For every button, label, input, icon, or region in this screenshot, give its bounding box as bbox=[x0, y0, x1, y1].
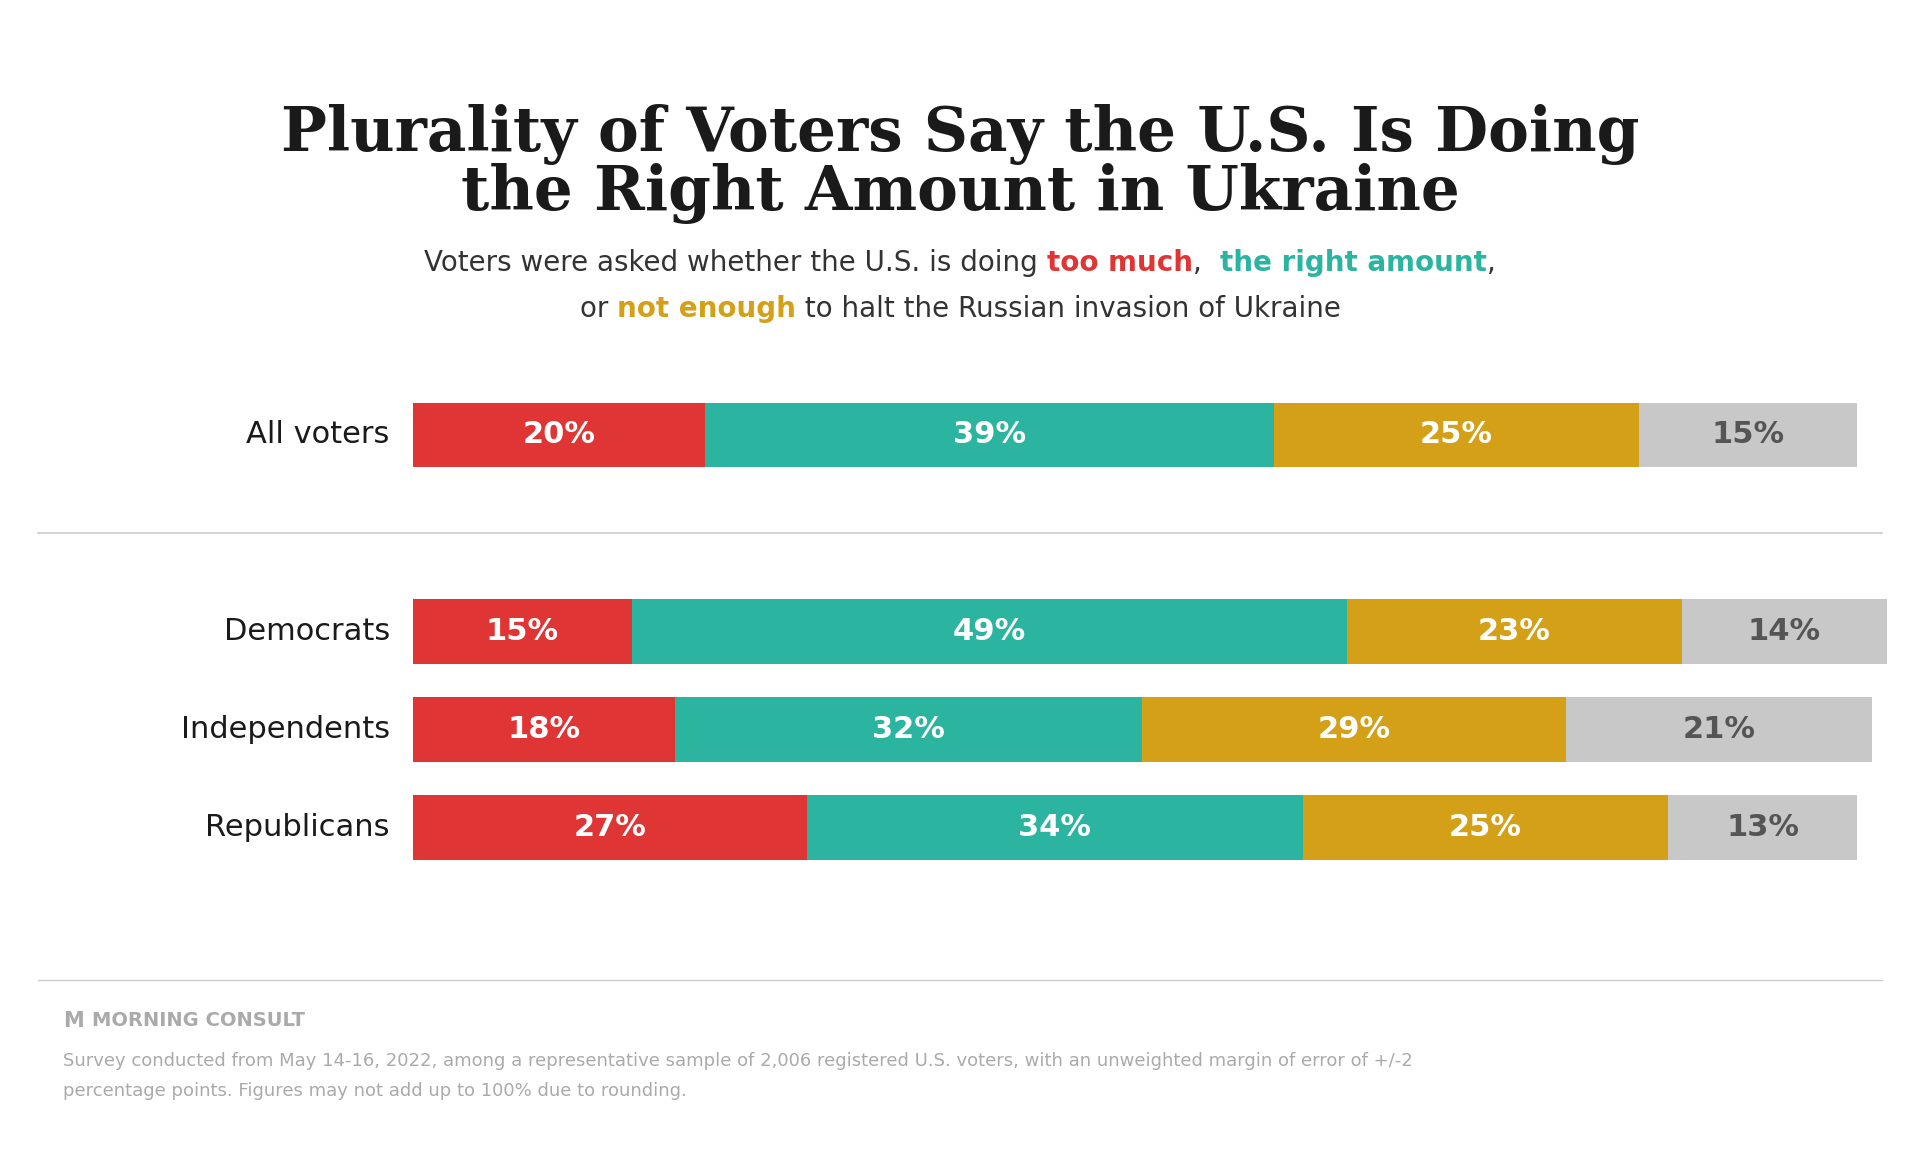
Text: 25%: 25% bbox=[1450, 813, 1523, 842]
Bar bbox=[676, 697, 1142, 761]
Text: 20%: 20% bbox=[522, 420, 595, 449]
Bar bbox=[1682, 599, 1887, 664]
Text: 29%: 29% bbox=[1317, 715, 1390, 744]
Bar bbox=[705, 403, 1273, 468]
Text: 15%: 15% bbox=[486, 617, 559, 646]
Bar bbox=[1668, 795, 1857, 859]
Text: to halt the Russian invasion of Ukraine: to halt the Russian invasion of Ukraine bbox=[795, 295, 1340, 324]
Text: All voters: All voters bbox=[246, 420, 390, 449]
Text: 49%: 49% bbox=[952, 617, 1025, 646]
Text: 39%: 39% bbox=[952, 420, 1025, 449]
Bar bbox=[413, 697, 676, 761]
Text: percentage points. Figures may not add up to 100% due to rounding.: percentage points. Figures may not add u… bbox=[63, 1082, 687, 1100]
Text: the right amount: the right amount bbox=[1219, 249, 1486, 276]
Text: too much: too much bbox=[1046, 249, 1192, 276]
Bar bbox=[1565, 697, 1872, 761]
Bar bbox=[632, 599, 1346, 664]
Text: 14%: 14% bbox=[1747, 617, 1820, 646]
Bar bbox=[806, 795, 1304, 859]
Text: MORNING CONSULT: MORNING CONSULT bbox=[92, 1011, 305, 1030]
Bar bbox=[1304, 795, 1668, 859]
Text: 32%: 32% bbox=[872, 715, 945, 744]
Text: ,: , bbox=[1486, 249, 1496, 276]
Text: Μ: Μ bbox=[63, 1010, 84, 1031]
Text: not enough: not enough bbox=[616, 295, 795, 324]
Text: 25%: 25% bbox=[1419, 420, 1492, 449]
Bar bbox=[413, 403, 705, 468]
Text: the Right Amount in Ukraine: the Right Amount in Ukraine bbox=[461, 164, 1459, 225]
Bar bbox=[1638, 403, 1857, 468]
Bar bbox=[413, 599, 632, 664]
Text: Voters were asked whether the U.S. is doing: Voters were asked whether the U.S. is do… bbox=[424, 249, 1046, 276]
Text: or: or bbox=[580, 295, 616, 324]
Text: 23%: 23% bbox=[1478, 617, 1551, 646]
Bar bbox=[413, 795, 806, 859]
Text: 34%: 34% bbox=[1018, 813, 1091, 842]
Text: 15%: 15% bbox=[1711, 420, 1784, 449]
Text: Survey conducted from May 14-16, 2022, among a representative sample of 2,006 re: Survey conducted from May 14-16, 2022, a… bbox=[63, 1052, 1413, 1070]
Text: Independents: Independents bbox=[180, 715, 390, 744]
Bar bbox=[1346, 599, 1682, 664]
Text: Republicans: Republicans bbox=[205, 813, 390, 842]
Bar bbox=[1273, 403, 1638, 468]
Text: ,: , bbox=[1192, 249, 1219, 276]
Text: 27%: 27% bbox=[574, 813, 647, 842]
Text: 21%: 21% bbox=[1682, 715, 1755, 744]
Bar bbox=[1142, 697, 1565, 761]
Text: Democrats: Democrats bbox=[223, 617, 390, 646]
Text: 18%: 18% bbox=[507, 715, 580, 744]
Text: Plurality of Voters Say the U.S. Is Doing: Plurality of Voters Say the U.S. Is Doin… bbox=[280, 105, 1640, 166]
Text: 13%: 13% bbox=[1726, 813, 1799, 842]
